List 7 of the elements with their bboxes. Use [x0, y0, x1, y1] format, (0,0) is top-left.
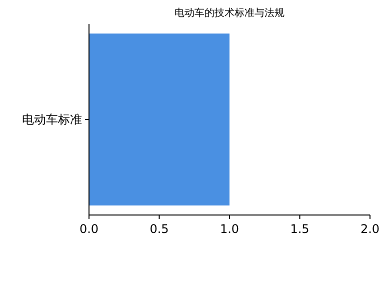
x-tick-label: 2.0 — [360, 222, 380, 236]
chart-title: 电动车的技术标准与法规 — [174, 7, 284, 19]
x-tick-label: 0.5 — [150, 222, 169, 236]
x-tick-label: 0.0 — [79, 222, 99, 236]
y-tick-label: 电动车标准 — [22, 112, 82, 127]
x-tick-label: 1.0 — [220, 222, 240, 236]
x-tick-label: 1.5 — [290, 222, 310, 236]
